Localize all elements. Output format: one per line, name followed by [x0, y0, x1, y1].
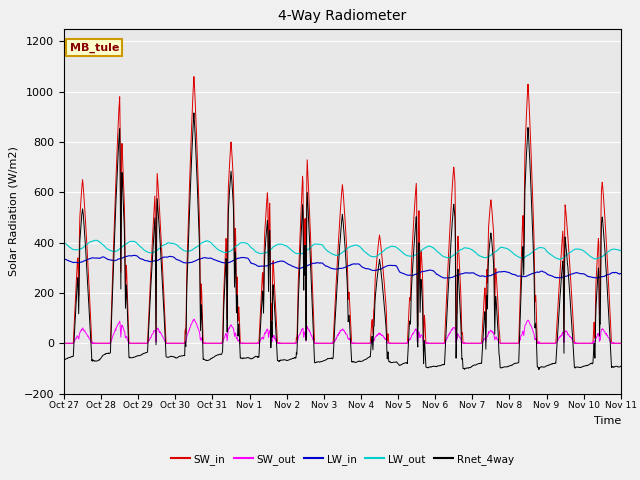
Rnet_4way — [568, 328, 576, 334]
SW_in — [183, 263, 191, 268]
Rnet_4way — [60, 357, 68, 362]
SW_in — [60, 340, 68, 346]
SW_out — [428, 340, 436, 346]
Rnet_4way — [617, 363, 625, 369]
LW_out — [292, 251, 300, 256]
LW_in — [593, 275, 601, 281]
Line: SW_in: SW_in — [64, 77, 621, 343]
Legend: SW_in, SW_out, LW_in, LW_out, Rnet_4way: SW_in, SW_out, LW_in, LW_out, Rnet_4way — [166, 450, 518, 469]
LW_out — [520, 255, 527, 261]
LW_in — [520, 274, 527, 279]
SW_out — [191, 316, 198, 322]
SW_out — [279, 340, 287, 346]
LW_out — [428, 244, 436, 250]
SW_in — [568, 293, 575, 299]
Rnet_4way — [279, 357, 287, 363]
LW_out — [184, 248, 191, 254]
LW_in — [131, 252, 139, 258]
LW_out — [60, 240, 68, 246]
SW_in — [292, 335, 300, 341]
LW_out — [279, 241, 287, 247]
SW_in — [617, 340, 625, 346]
SW_out — [520, 333, 527, 338]
SW_out — [60, 340, 68, 346]
LW_out — [568, 248, 576, 254]
Rnet_4way — [292, 349, 300, 355]
Rnet_4way — [535, 367, 543, 372]
Line: Rnet_4way: Rnet_4way — [64, 113, 621, 370]
SW_out — [568, 336, 575, 342]
LW_out — [556, 257, 564, 263]
SW_out — [292, 340, 300, 346]
LW_in — [292, 265, 300, 271]
SW_in — [190, 74, 198, 80]
Y-axis label: Solar Radiation (W/m2): Solar Radiation (W/m2) — [8, 146, 18, 276]
Rnet_4way — [520, 272, 527, 278]
LW_out — [92, 238, 100, 243]
LW_in — [279, 258, 287, 264]
LW_in — [568, 271, 575, 277]
LW_in — [60, 256, 68, 262]
LW_in — [428, 267, 436, 273]
SW_out — [183, 334, 191, 339]
LW_in — [184, 260, 191, 266]
Line: LW_in: LW_in — [64, 255, 621, 278]
Rnet_4way — [190, 110, 198, 116]
SW_in — [279, 340, 287, 346]
SW_in — [520, 246, 527, 252]
LW_in — [617, 271, 625, 276]
Line: SW_out: SW_out — [64, 319, 621, 343]
Title: 4-Way Radiometer: 4-Way Radiometer — [278, 10, 406, 24]
Text: MB_tule: MB_tule — [70, 43, 119, 53]
Rnet_4way — [428, 364, 436, 370]
Line: LW_out: LW_out — [64, 240, 621, 260]
SW_out — [617, 340, 625, 346]
LW_out — [617, 248, 625, 253]
X-axis label: Time: Time — [593, 416, 621, 426]
Rnet_4way — [183, 281, 191, 287]
SW_in — [428, 340, 436, 346]
